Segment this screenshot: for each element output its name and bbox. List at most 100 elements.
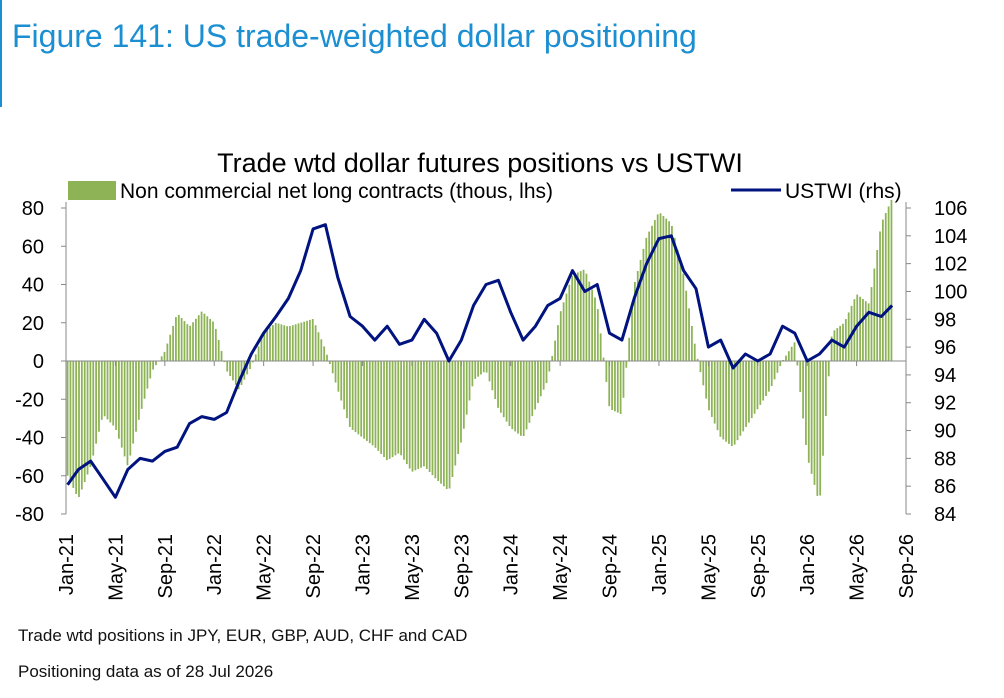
bar-week-195 xyxy=(622,361,625,398)
bar-week-186 xyxy=(596,309,599,361)
bar-week-11 xyxy=(98,361,100,432)
bar-week-236 xyxy=(739,361,742,436)
bar-week-199 xyxy=(634,282,636,361)
bar-week-211 xyxy=(668,221,670,361)
bar-week-218 xyxy=(688,308,690,361)
bar-week-51 xyxy=(212,321,214,361)
x-tick-label-13: May-25 xyxy=(698,534,720,601)
bar-week-53 xyxy=(217,339,220,361)
bar-week-133 xyxy=(445,361,448,489)
x-tick-label-3: Jan-22 xyxy=(204,534,226,595)
bar-week-58 xyxy=(232,361,234,381)
bar-week-252 xyxy=(785,355,787,361)
bar-week-168 xyxy=(545,361,548,384)
bar-week-40 xyxy=(180,318,183,361)
bar-week-72 xyxy=(271,325,274,361)
figure-title: Figure 141: US trade-weighted dollar pos… xyxy=(12,18,697,54)
bar-week-27 xyxy=(143,361,146,399)
bar-week-89 xyxy=(320,339,323,361)
bar-week-250 xyxy=(779,361,782,367)
bar-week-75 xyxy=(280,324,283,361)
bar-week-83 xyxy=(303,321,306,361)
bar-week-36 xyxy=(169,334,172,361)
bar-week-84 xyxy=(306,320,308,361)
left-tick-label-0: 80 xyxy=(22,198,44,220)
bar-week-18 xyxy=(118,361,120,439)
bar-week-243 xyxy=(759,361,762,405)
bar-week-287 xyxy=(884,213,887,361)
bar-week-248 xyxy=(773,361,776,380)
bar-week-95 xyxy=(337,361,340,392)
bar-week-231 xyxy=(725,361,727,442)
bar-week-227 xyxy=(713,361,716,424)
x-tick-label-11: Sep-24 xyxy=(600,534,622,599)
bar-week-26 xyxy=(140,361,143,409)
legend-label-bars: Non commercial net long contracts (thous… xyxy=(120,180,553,203)
right-tick-label-5: 96 xyxy=(934,337,956,359)
bar-week-200 xyxy=(636,270,639,361)
bar-week-65 xyxy=(252,361,254,363)
right-tick-label-6: 94 xyxy=(934,365,956,387)
bar-week-106 xyxy=(368,361,371,444)
bar-week-100 xyxy=(351,361,354,430)
bar-week-16 xyxy=(112,361,115,426)
right-tick-label-9: 88 xyxy=(934,448,956,470)
bar-week-124 xyxy=(420,361,422,468)
bar-week-43 xyxy=(189,325,192,361)
bar-week-241 xyxy=(753,361,756,414)
bar-week-157 xyxy=(514,361,517,432)
bar-week-150 xyxy=(494,361,497,400)
bar-week-66 xyxy=(254,354,257,361)
bar-week-173 xyxy=(559,311,562,361)
bar-week-121 xyxy=(411,361,414,472)
bar-week-221 xyxy=(696,358,699,361)
bar-week-142 xyxy=(471,361,474,387)
bar-week-93 xyxy=(331,361,334,374)
bar-week-12 xyxy=(100,361,103,420)
bar-week-79 xyxy=(291,325,294,361)
bar-week-34 xyxy=(163,351,166,361)
bar-week-52 xyxy=(214,328,217,361)
bar-week-238 xyxy=(745,361,747,427)
bar-week-96 xyxy=(340,361,343,401)
bar-week-55 xyxy=(223,361,226,363)
bar-week-105 xyxy=(366,361,368,441)
bar-week-46 xyxy=(197,315,200,361)
bar-week-205 xyxy=(651,225,653,361)
bar-week-204 xyxy=(648,231,651,361)
right-tick-label-11: 84 xyxy=(934,504,956,526)
bar-week-25 xyxy=(137,361,140,420)
bar-week-24 xyxy=(135,361,137,432)
bar-week-228 xyxy=(716,361,719,431)
bar-week-223 xyxy=(702,361,705,386)
bar-week-286 xyxy=(882,219,884,361)
bar-week-76 xyxy=(283,325,286,361)
bar-week-145 xyxy=(480,361,482,375)
bar-week-182 xyxy=(585,273,588,361)
bar-week-176 xyxy=(568,284,571,361)
bar-week-163 xyxy=(531,361,534,417)
bar-week-206 xyxy=(653,220,656,361)
left-tick-label-6: -40 xyxy=(15,428,44,450)
bar-week-191 xyxy=(611,361,613,410)
bar-week-29 xyxy=(149,361,152,379)
bar-week-37 xyxy=(172,325,174,361)
bar-week-207 xyxy=(656,214,659,361)
bar-week-246 xyxy=(767,361,770,392)
bar-week-111 xyxy=(383,361,385,458)
bar-week-49 xyxy=(206,316,209,361)
bar-week-162 xyxy=(528,361,531,423)
bar-week-216 xyxy=(682,273,685,361)
bar-week-261 xyxy=(810,361,813,474)
bar-week-156 xyxy=(511,361,514,430)
bar-week-185 xyxy=(594,297,596,361)
bar-week-219 xyxy=(691,326,693,361)
bar-week-123 xyxy=(417,361,420,469)
bar-week-164 xyxy=(534,361,536,410)
bar-week-155 xyxy=(508,361,511,426)
bar-week-263 xyxy=(816,361,819,496)
x-tick-label-8: Sep-23 xyxy=(451,534,473,599)
bar-week-104 xyxy=(363,361,365,439)
bar-week-187 xyxy=(599,333,602,361)
bar-week-239 xyxy=(748,361,750,423)
